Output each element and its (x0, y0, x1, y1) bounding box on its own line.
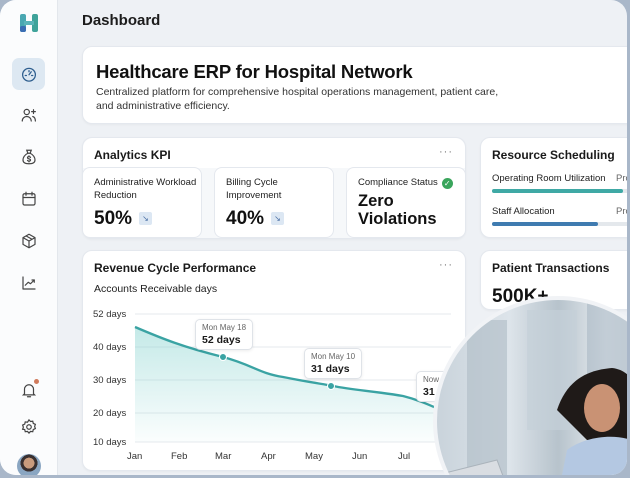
svg-text:52 days: 52 days (93, 309, 127, 320)
svg-text:Feb: Feb (171, 451, 187, 462)
analytics-kpi-title: Analytics KPI (94, 148, 171, 162)
settings-button[interactable] (12, 411, 45, 443)
staff-allocation-progress-bar (492, 222, 627, 226)
bell-icon (21, 384, 36, 398)
svg-text:May: May (305, 451, 323, 462)
more-options-button[interactable]: ··· (439, 146, 453, 158)
logo-icon (20, 14, 38, 32)
ar-days-chart: 52 days 40 days 30 days 20 days 10 days … (93, 309, 454, 462)
sidebar-item-billing[interactable] (12, 141, 45, 173)
notifications-button[interactable] (12, 374, 45, 406)
hero-banner: Healthcare ERP for Hospital Network Cent… (82, 46, 627, 124)
kpi-value: 50% (94, 208, 133, 229)
box-icon (21, 233, 36, 249)
analytics-kpi-card: Analytics KPI ··· Administrative Workloa… (82, 137, 466, 239)
add-user-icon (21, 108, 36, 122)
kpi-billing-cycle: Billing Cycle Improvement 40% ↘ (214, 167, 334, 238)
chart-line-icon (21, 276, 36, 290)
svg-text:Jun: Jun (352, 451, 367, 462)
sidebar-item-dashboard[interactable] (12, 58, 45, 90)
avatar[interactable] (17, 454, 41, 475)
check-circle-icon: ✓ (441, 178, 453, 189)
svg-text:20 days: 20 days (93, 408, 127, 419)
sidebar (0, 0, 58, 475)
svg-text:Jul: Jul (398, 451, 410, 462)
kpi-compliance-status: Compliance Status ✓ Zero Violations (346, 167, 466, 238)
page-title: Dashboard (82, 12, 161, 29)
svg-text:Jan: Jan (127, 451, 142, 462)
trend-down-icon: ↘ (271, 212, 284, 225)
svg-text:Apr: Apr (261, 451, 276, 462)
sidebar-item-patients[interactable] (12, 99, 45, 131)
hero-description: Centralized platform for comprehensive h… (96, 86, 499, 112)
kpi-value: Zero Violations (358, 192, 437, 228)
chart-tooltip: Mon May 10 31 days (304, 348, 363, 379)
sidebar-item-inventory[interactable] (12, 225, 45, 257)
hero-title: Healthcare ERP for Hospital Network (96, 61, 413, 82)
sidebar-item-scheduling[interactable] (12, 183, 45, 215)
patient-transactions-title: Patient Transactions (492, 261, 610, 275)
chart-tooltip: Mon May 18 52 days (195, 319, 254, 350)
svg-text:40 days: 40 days (93, 342, 127, 353)
operating-room-progress-bar (492, 189, 627, 193)
svg-text:30 days: 30 days (93, 375, 127, 386)
kpi-admin-workload: Administrative Workload Reduction 50% ↘ (82, 167, 202, 238)
revenue-title: Revenue Cycle Performance (94, 261, 257, 275)
resource-scheduling-title: Resource Scheduling (492, 148, 615, 162)
notification-badge (34, 379, 39, 384)
revenue-cycle-card: Revenue Cycle Performance ··· Accounts R… (82, 250, 466, 471)
svg-text:Mar: Mar (215, 451, 231, 462)
calendar-icon (21, 191, 36, 206)
more-options-button[interactable]: ··· (439, 259, 453, 271)
revenue-subtitle: Accounts Receivable days (94, 283, 218, 295)
resource-scheduling-card: Resource Scheduling Operating Room Utili… (480, 137, 627, 238)
gauge-icon (21, 67, 36, 82)
svg-text:10 days: 10 days (93, 437, 127, 448)
trend-down-icon: ↘ (139, 212, 152, 225)
gear-icon (21, 418, 36, 434)
sidebar-item-analytics[interactable] (12, 267, 45, 299)
kpi-value: 40% (226, 208, 265, 229)
money-bag-icon (21, 149, 36, 165)
